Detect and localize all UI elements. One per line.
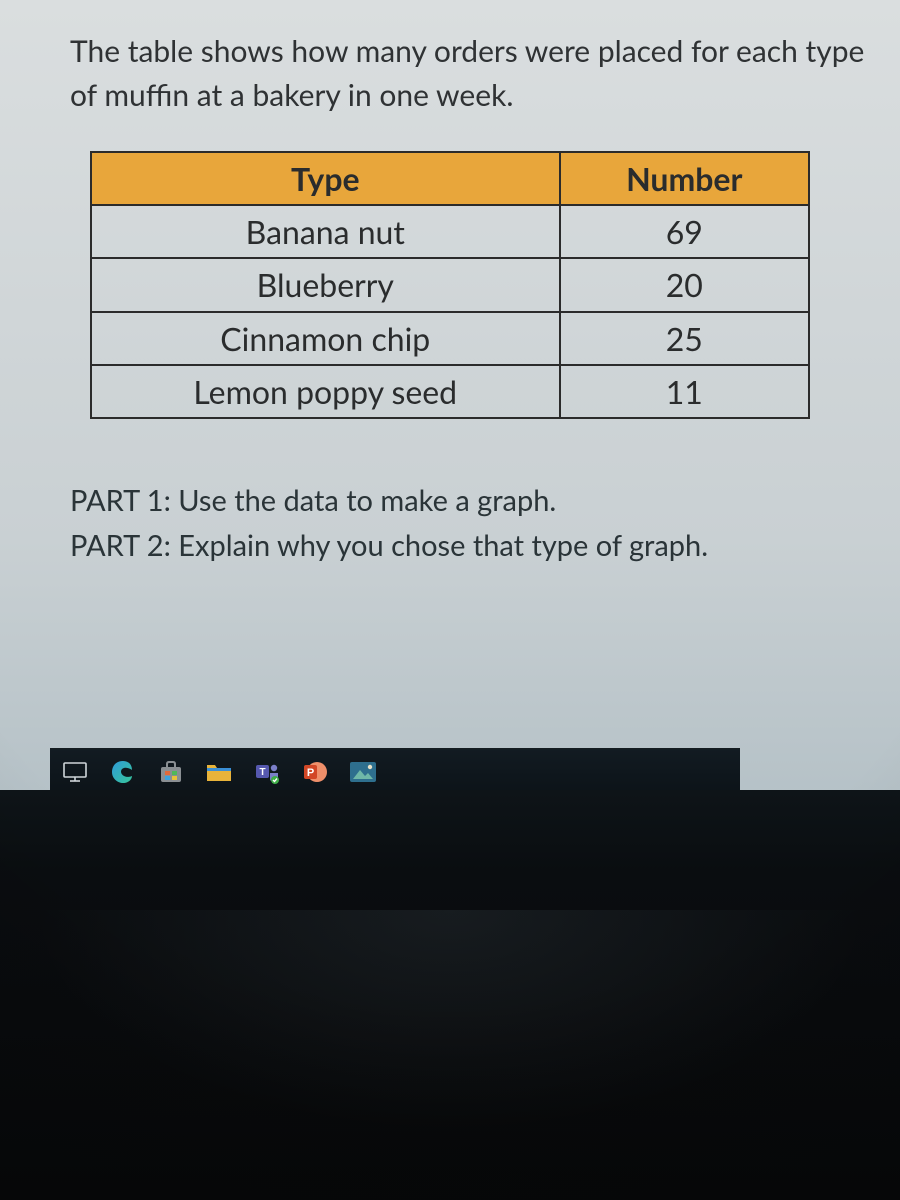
part2-text: Explain why you chose that type of graph… (178, 528, 708, 563)
task-view-icon[interactable] (60, 757, 90, 787)
part1-text: Use the data to make a graph. (178, 483, 556, 518)
muffin-orders-table: Type Number Banana nut 69 Blueberry 20 C… (90, 151, 810, 419)
worksheet-content: The table shows how many orders were pla… (70, 0, 870, 569)
edge-icon[interactable] (108, 757, 138, 787)
col-header-type: Type (91, 152, 560, 205)
powerpoint-icon[interactable]: P (300, 757, 330, 787)
table-header-row: Type Number (91, 152, 809, 205)
cell-type: Cinnamon chip (91, 312, 560, 365)
photos-icon[interactable] (348, 757, 378, 787)
part2-line: PART 2: Explain why you chose that type … (70, 524, 830, 569)
svg-text:T: T (259, 767, 265, 778)
part2-label: PART 2: (70, 528, 171, 563)
cell-number: 20 (560, 258, 809, 311)
cell-number: 11 (560, 365, 809, 418)
monitor-bezel-dark-area (0, 790, 900, 1200)
cell-type: Blueberry (91, 258, 560, 311)
part1-label: PART 1: (70, 483, 171, 518)
teams-icon[interactable]: T (252, 757, 282, 787)
svg-text:P: P (307, 767, 314, 779)
instructions: PART 1: Use the data to make a graph. PA… (70, 479, 870, 569)
table-row: Banana nut 69 (91, 205, 809, 258)
cell-type: Banana nut (91, 205, 560, 258)
cell-number: 69 (560, 205, 809, 258)
part1-line: PART 1: Use the data to make a graph. (70, 479, 830, 524)
monitor-screenshot: The table shows how many orders were pla… (0, 0, 900, 1200)
col-header-number: Number (560, 152, 809, 205)
windows-taskbar: T P (50, 748, 740, 794)
cell-number: 25 (560, 312, 809, 365)
table-row: Cinnamon chip 25 (91, 312, 809, 365)
table-row: Blueberry 20 (91, 258, 809, 311)
file-explorer-icon[interactable] (204, 757, 234, 787)
store-icon[interactable] (156, 757, 186, 787)
intro-text: The table shows how many orders were pla… (70, 30, 870, 117)
table-row: Lemon poppy seed 11 (91, 365, 809, 418)
cell-type: Lemon poppy seed (91, 365, 560, 418)
